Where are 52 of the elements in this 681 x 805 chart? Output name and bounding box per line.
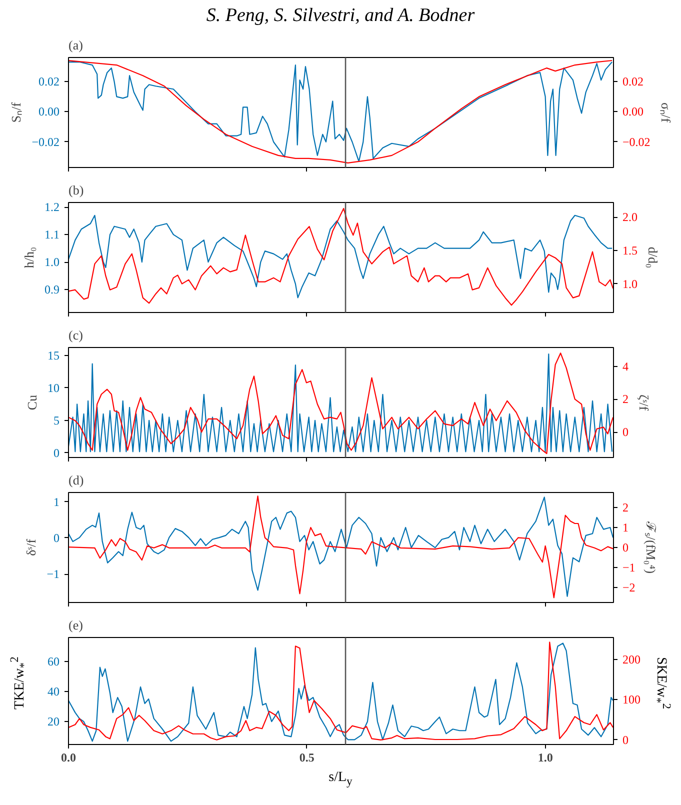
chart-title: (d)	[68, 472, 84, 488]
y2-axis-title: d/d₀	[646, 246, 660, 268]
chart-title: (b)	[68, 182, 84, 198]
y-tick-label: 20	[48, 714, 60, 729]
x-axis-title: s/L$_{y}$	[328, 769, 354, 790]
text: S. Peng, S. Silvestri, and A. Bodner	[205, 4, 476, 28]
y-tick-label: 40	[48, 684, 60, 698]
y2-tick-label: 1	[622, 520, 628, 534]
y2-tick-label: 0.00	[622, 104, 644, 119]
y-tick-label: 0	[54, 530, 60, 545]
y2-tick-label: 2.0	[622, 210, 638, 224]
chart-title: (e)	[68, 618, 83, 632]
y-tick-label: 0.9	[44, 282, 60, 296]
y2-tick-label: 0	[622, 540, 628, 554]
y-tick-label: 15	[48, 348, 60, 362]
y2-tick-label: 0	[622, 732, 628, 747]
y-tick-label: 5	[54, 413, 60, 428]
chart-title: (a)	[68, 38, 83, 52]
y-tick-label: 1	[54, 494, 60, 509]
y2-axis-title: ℱₛ/(fM₀⁴)	[643, 520, 658, 574]
y-tick-label: 1.2	[44, 200, 60, 214]
y-axis-title: δˢ/f	[24, 538, 39, 556]
y2-tick-label: 0	[622, 425, 628, 440]
y2-tick-label: 0.02	[622, 74, 644, 89]
y2-tick-label: 200	[622, 652, 640, 666]
y-axis-title: Cu	[24, 394, 40, 410]
y-tick-label: 0.02	[38, 74, 60, 89]
y-axis-title: h/h₀	[22, 246, 36, 268]
y-tick-label: −1	[46, 567, 60, 582]
chart-title: (c)	[68, 328, 83, 342]
y2-tick-label: 1.0	[622, 276, 638, 291]
y2-axis-title: σₙ/f	[658, 102, 674, 124]
y2-tick-label: 100	[622, 692, 640, 707]
y-tick-label: 1.1	[44, 228, 60, 242]
y-tick-label: −0.02	[32, 134, 60, 149]
y-axis-title: Sₙ/f	[8, 102, 24, 123]
y2-tick-label: 2	[622, 392, 628, 406]
y-tick-label: 10	[48, 380, 60, 395]
y2-axis-title: ζˢ/f	[636, 394, 652, 412]
y-tick-label: 0.00	[38, 104, 60, 119]
y-tick-label: 60	[48, 654, 60, 668]
x-tick-label: 0.5	[299, 750, 314, 764]
y2-tick-label: 1.5	[622, 244, 638, 258]
y-tick-label: 1.0	[44, 255, 60, 270]
y2-tick-label: 2	[622, 500, 628, 514]
x-tick-label: 0.0	[61, 750, 76, 764]
y2-tick-label: −2	[622, 580, 636, 594]
y2-tick-label: −1	[622, 560, 636, 574]
y2-tick-label: −0.02	[622, 134, 650, 149]
y-tick-label: 0	[54, 446, 60, 460]
x-tick-label: 1.0	[538, 750, 553, 764]
y2-tick-label: 4	[622, 359, 628, 374]
